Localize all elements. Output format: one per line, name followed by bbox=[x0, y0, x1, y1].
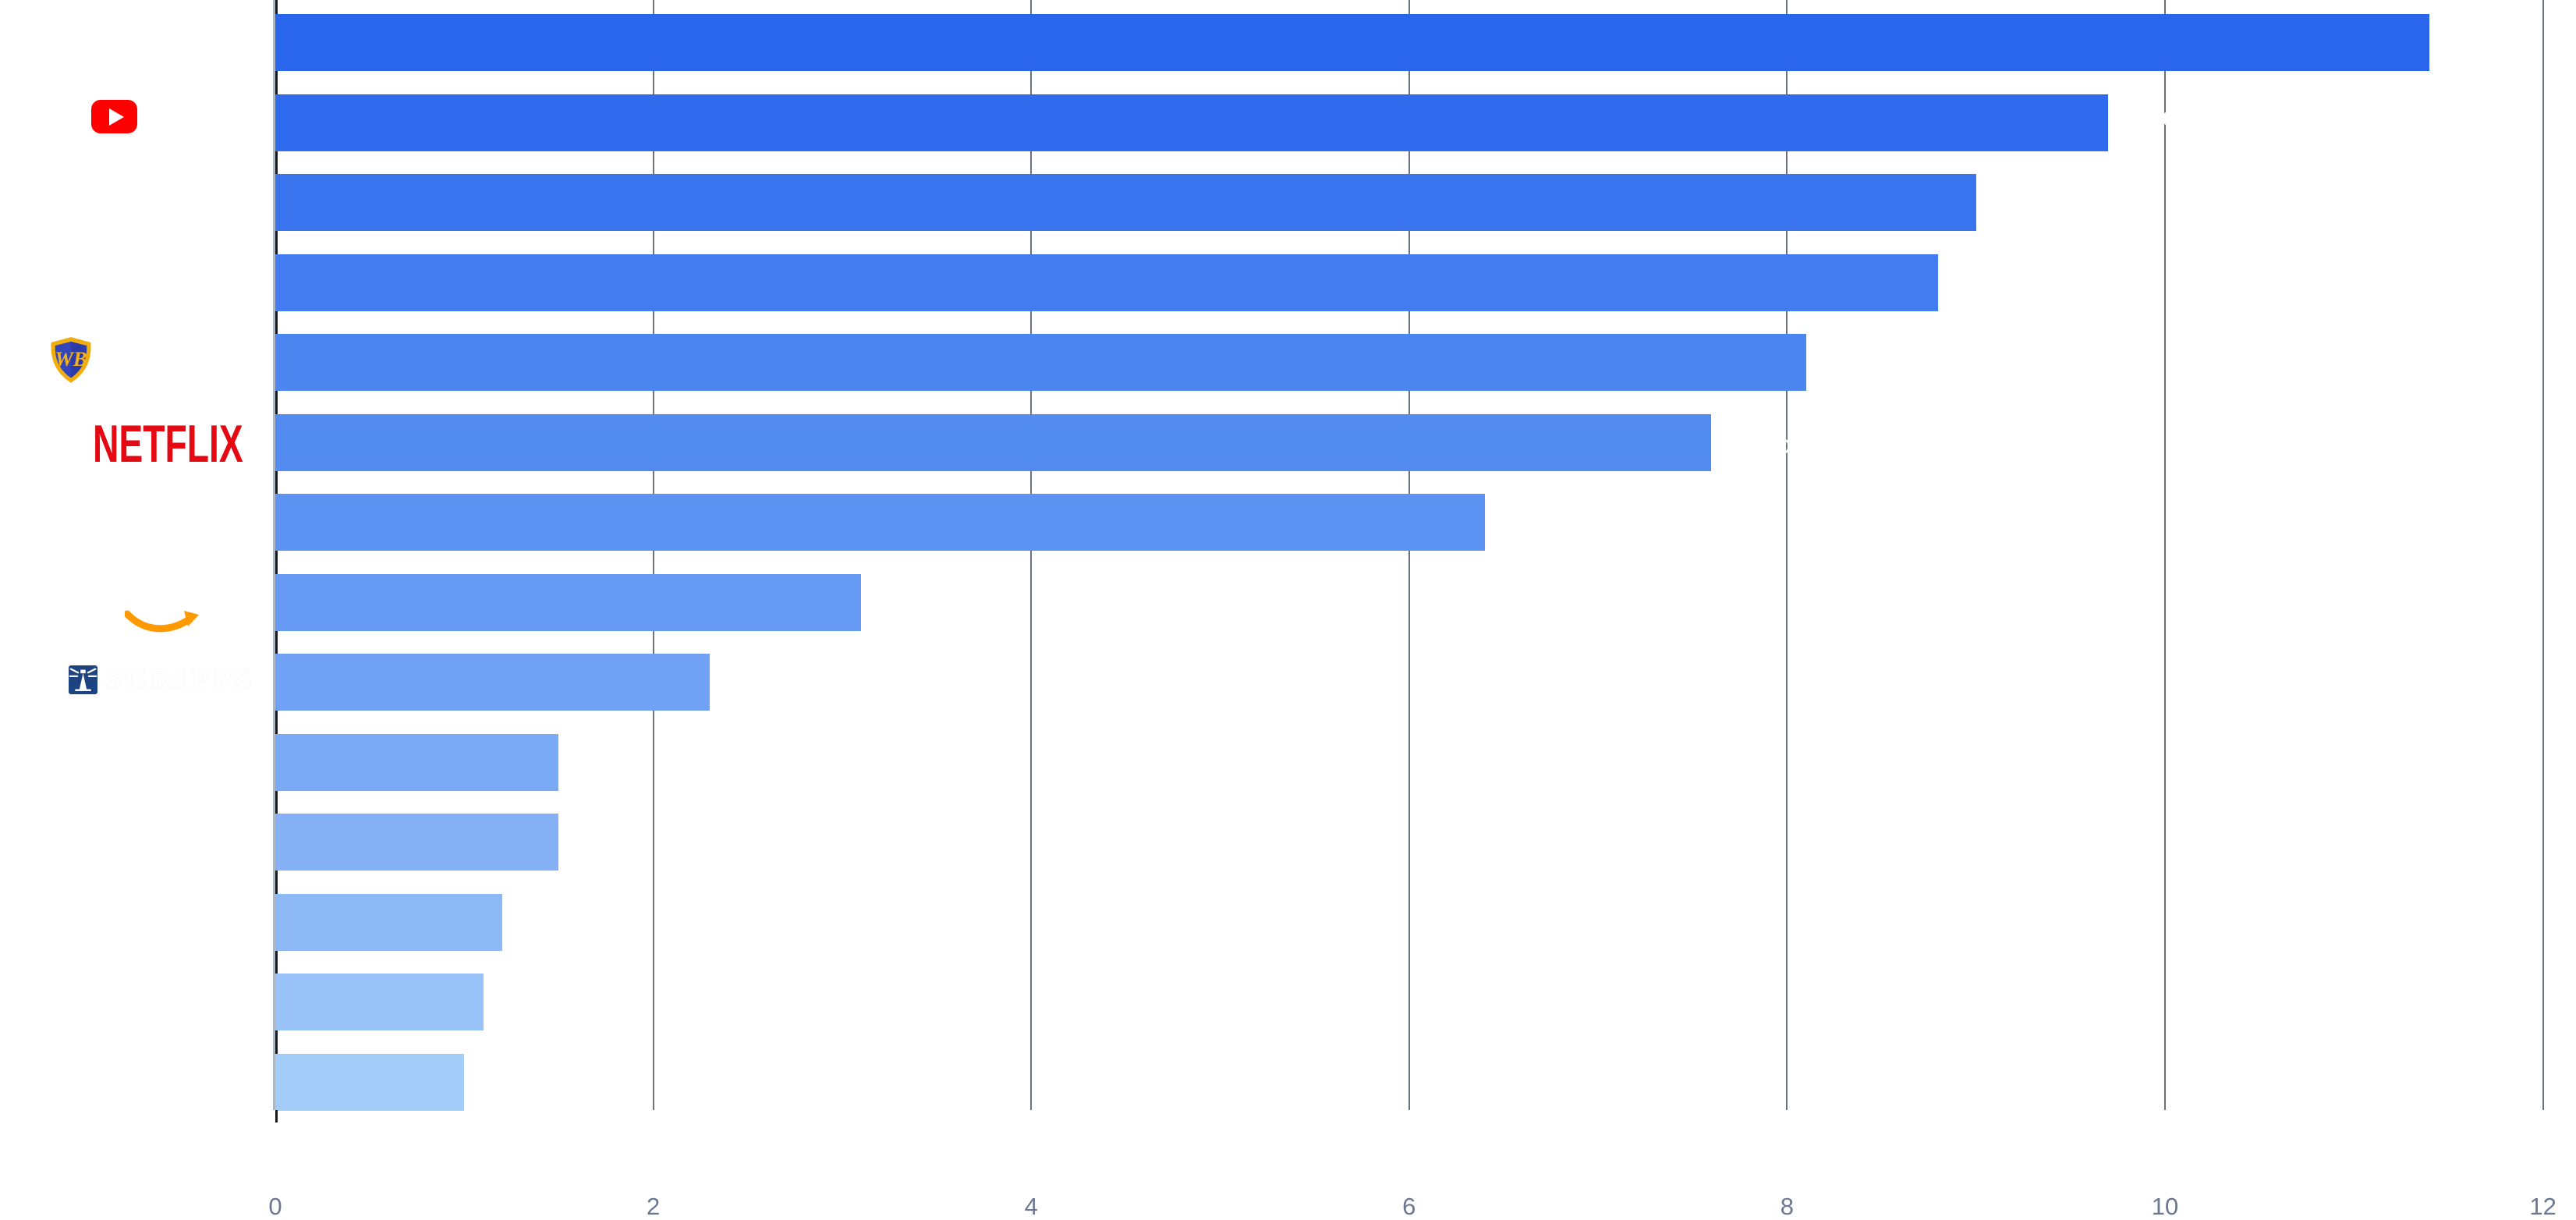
bar-row-5-warner-bros-[interactable] bbox=[275, 334, 1806, 392]
bar-row-12[interactable] bbox=[275, 893, 502, 951]
bar-value-label: 2.3% bbox=[722, 666, 790, 700]
x-axis-tick-label-4: 4 bbox=[1024, 1193, 1038, 1220]
category-tick bbox=[275, 871, 278, 894]
gridline-12 bbox=[2542, 0, 2544, 1110]
x-axis-tick-label-12: 12 bbox=[2529, 1193, 2557, 1220]
category-tick bbox=[275, 1110, 278, 1122]
bar-value-label: 6.4% bbox=[1497, 506, 1565, 540]
bar-row-9-scripps[interactable] bbox=[275, 654, 710, 711]
category-tick bbox=[275, 231, 278, 254]
bar-row-2-youtube[interactable] bbox=[275, 94, 2109, 151]
gridline-4 bbox=[1030, 0, 1033, 1110]
bar-value-label: 9.0% bbox=[1988, 186, 2057, 220]
warner-bros-logo-icon: WB bbox=[48, 336, 94, 384]
bar-row-3[interactable] bbox=[275, 174, 1976, 232]
category-tick bbox=[275, 391, 278, 414]
x-axis-tick-label-2: 2 bbox=[646, 1193, 661, 1220]
bar-value-label: 11.4% bbox=[2442, 27, 2525, 59]
bar-value-label: 9.7% bbox=[2121, 106, 2188, 140]
bar-row-6-netflix[interactable] bbox=[275, 413, 1712, 471]
gridline-6 bbox=[1408, 0, 1410, 1110]
bar-row-4[interactable] bbox=[275, 254, 1939, 311]
scripps-lighthouse-icon bbox=[69, 665, 97, 694]
bar-value-label: 1.0% bbox=[477, 1066, 544, 1100]
x-axis-tick-label-10: 10 bbox=[2151, 1193, 2179, 1220]
bar-row-1[interactable] bbox=[275, 14, 2430, 71]
bar-row-14[interactable] bbox=[275, 1054, 465, 1112]
category-tick bbox=[275, 950, 278, 974]
category-tick bbox=[275, 0, 278, 14]
bar-value-label: 1.1% bbox=[495, 986, 564, 1020]
bar-value-label: 8.1% bbox=[1818, 346, 1887, 380]
scripps-wordmark: SCRIPPS bbox=[105, 663, 256, 696]
category-tick bbox=[275, 151, 278, 175]
youtube-play-icon bbox=[108, 108, 124, 126]
bar-value-label: 1.2% bbox=[514, 906, 583, 939]
gridline-8 bbox=[1786, 0, 1788, 1110]
bar-row-7[interactable] bbox=[275, 494, 1485, 551]
gridline-2 bbox=[652, 0, 654, 1110]
svg-text:WB: WB bbox=[55, 347, 87, 371]
youtube-logo-icon bbox=[91, 100, 137, 133]
bar-row-10[interactable] bbox=[275, 733, 559, 791]
category-tick bbox=[275, 470, 278, 495]
bar-value-label: 1.5% bbox=[571, 746, 640, 779]
x-axis-tick-label-6: 6 bbox=[1402, 1193, 1416, 1220]
category-tick bbox=[275, 711, 278, 734]
category-tick bbox=[275, 310, 278, 335]
bar-row-13[interactable] bbox=[275, 974, 484, 1031]
bar-row-11[interactable] bbox=[275, 814, 559, 871]
category-tick bbox=[275, 551, 278, 574]
category-tick bbox=[275, 790, 278, 814]
x-axis-tick-label-8: 8 bbox=[1780, 1193, 1795, 1220]
bar-row-8-amazon[interactable] bbox=[275, 573, 862, 631]
category-tick bbox=[275, 630, 278, 654]
gridline-10 bbox=[2164, 0, 2166, 1110]
bar-value-label: 8.8% bbox=[1951, 266, 2018, 300]
netflix-logo: NETFLIX bbox=[93, 414, 243, 473]
bar-value-label: 1.5% bbox=[571, 826, 640, 860]
bar-value-label: 7.6% bbox=[1724, 426, 1792, 459]
category-tick bbox=[275, 1030, 278, 1054]
bar-value-label: 3.1% bbox=[873, 586, 941, 619]
amazon-smile-icon bbox=[123, 609, 201, 636]
x-axis-tick-label-0: 0 bbox=[268, 1193, 282, 1220]
scripps-logo: SCRIPPS bbox=[69, 664, 271, 695]
category-tick bbox=[275, 71, 278, 94]
axis-baseline bbox=[273, 0, 275, 1110]
